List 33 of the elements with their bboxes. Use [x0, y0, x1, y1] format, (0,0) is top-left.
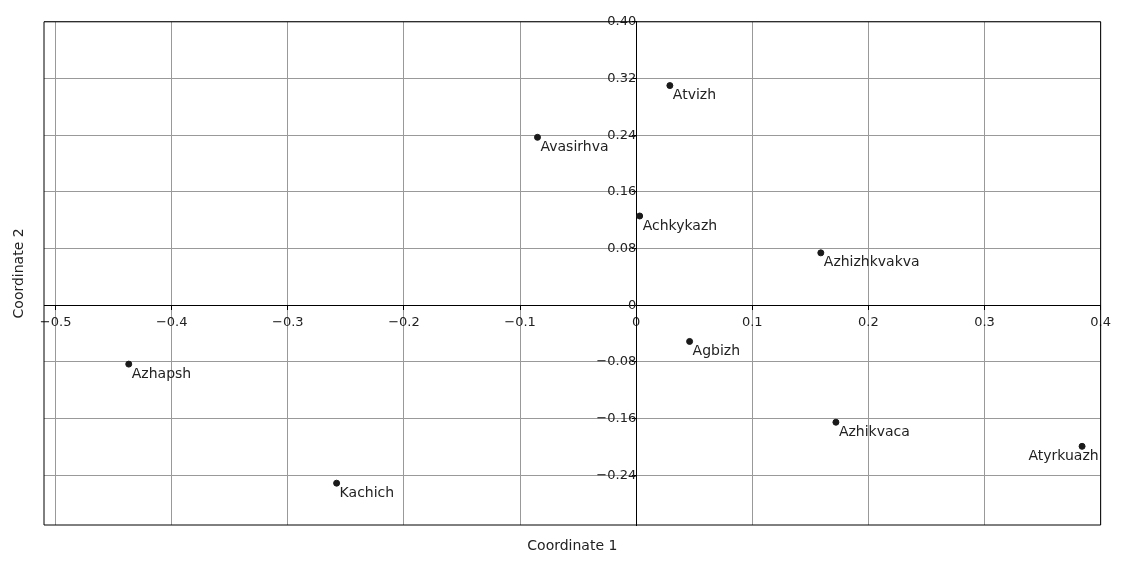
point	[817, 249, 825, 257]
series-label: Atvizh	[672, 86, 717, 103]
x-tick-label: −0.4	[155, 314, 188, 330]
point	[125, 360, 133, 368]
series-label: Atyrkuazh	[1028, 446, 1099, 463]
series-label: Avasirhva	[540, 137, 609, 154]
x-tick-label: 0.1	[741, 314, 763, 330]
y-tick-label: −0.08	[596, 353, 637, 369]
point	[666, 82, 674, 90]
series-label: Kachich	[339, 483, 395, 500]
y-tick-label: 0.24	[607, 126, 637, 142]
y-tick-label: 0.08	[607, 239, 637, 255]
point	[636, 212, 644, 220]
series-label: Achkykazh	[642, 216, 718, 233]
series-label: Azhikvaca	[838, 422, 910, 439]
point	[686, 337, 694, 345]
x-tick-label: −0.3	[272, 314, 304, 330]
point	[832, 418, 840, 426]
y-tick-label: −0.24	[596, 466, 637, 482]
x-tick-label: −0.1	[504, 314, 536, 330]
x-axis-title: Coordinate 1	[527, 536, 618, 553]
series-label: Azhapsh	[131, 364, 192, 381]
x-tick-label: 0.2	[858, 314, 879, 330]
point	[534, 133, 541, 141]
y-tick-label: 0.16	[607, 183, 637, 199]
y-tick-label: −0.16	[596, 410, 637, 426]
x-tick-label: −0.2	[388, 314, 420, 330]
point	[333, 479, 341, 487]
y-axis-title: Coordinate 2	[9, 228, 26, 319]
y-tick-label: 0.32	[607, 69, 637, 85]
x-tick-label: 0.3	[974, 314, 995, 330]
series-label: Agbizh	[692, 342, 741, 359]
series-label: Azhizhkvakva	[823, 253, 920, 270]
